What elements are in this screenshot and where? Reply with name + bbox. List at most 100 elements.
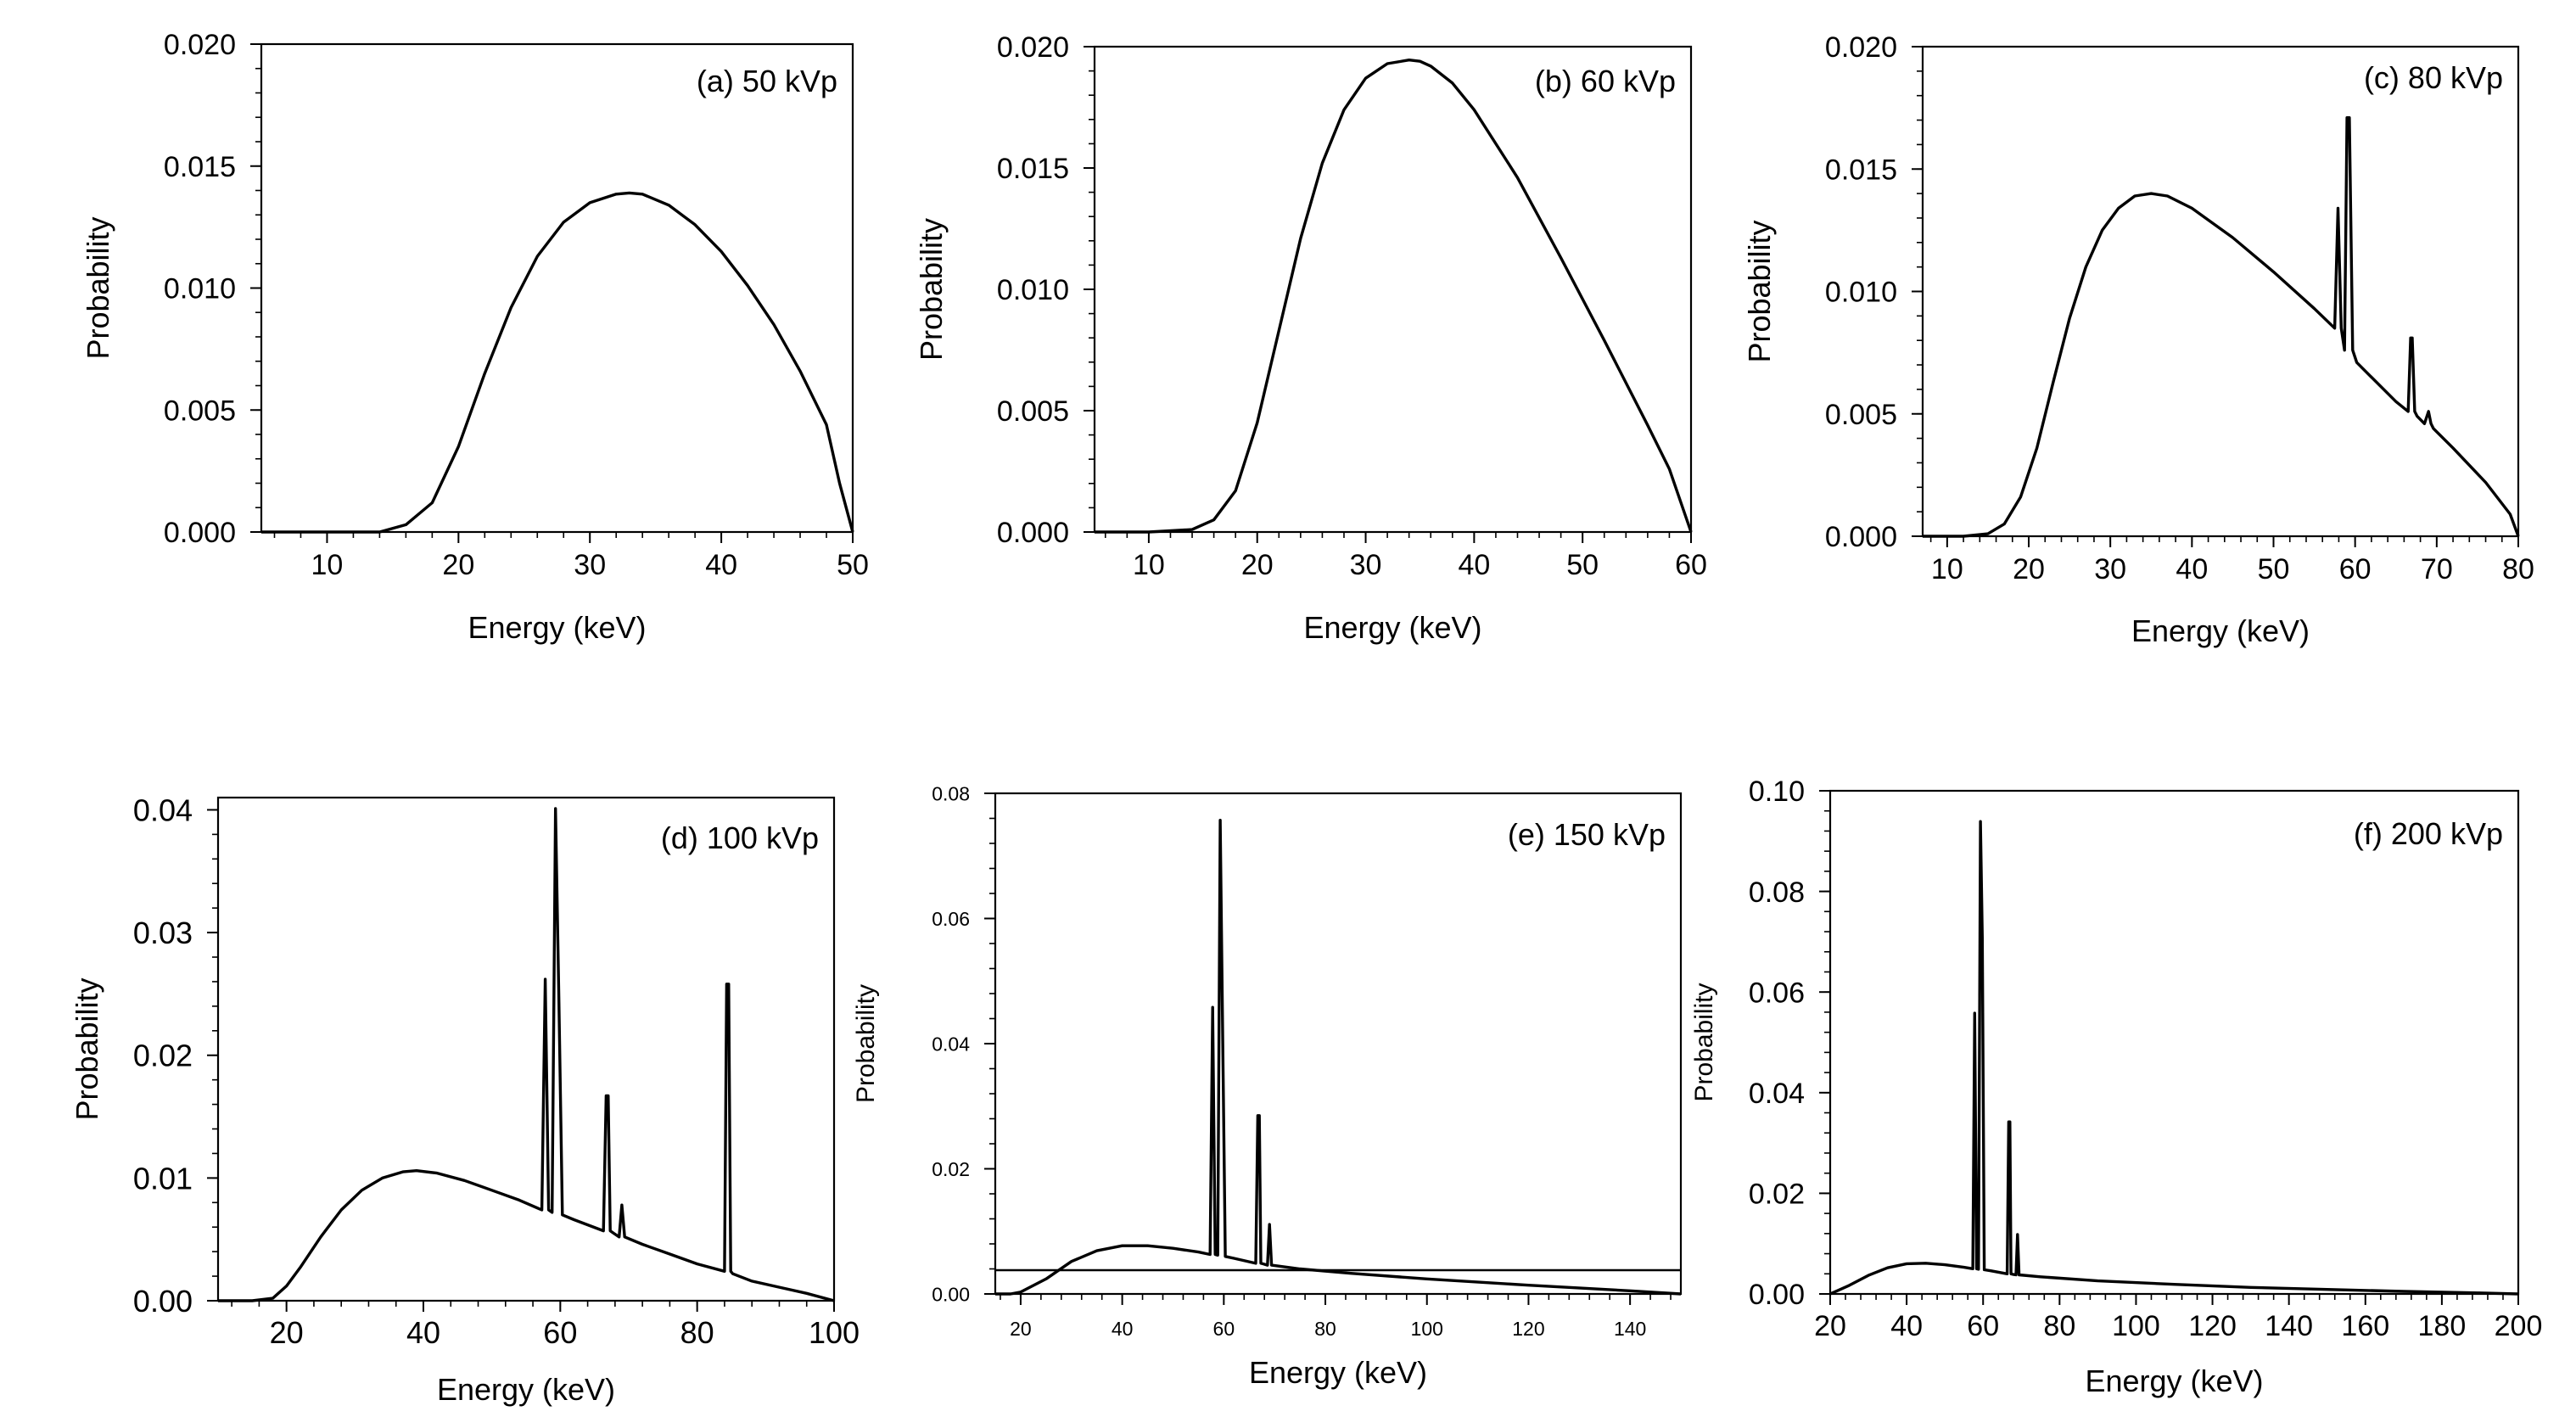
panel-b-x-tick-label: 20 (1241, 549, 1274, 581)
panel-c-x-tick-label: 70 (2421, 553, 2453, 585)
panel-b-y-tick-label: 0.020 (997, 31, 1069, 64)
panel-b-x-tick-label: 60 (1675, 549, 1707, 581)
panel-a-x-tick-label: 20 (442, 549, 474, 581)
panel-a-y-tick-label: 0.020 (164, 29, 236, 61)
panel-a-annotation: (a) 50 kVp (697, 64, 837, 98)
panel-e-y-tick-label: 0.08 (932, 782, 970, 804)
panel-e-y-tick-label: 0.02 (932, 1158, 970, 1180)
panel-c-y-tick-label: 0.005 (1825, 399, 1897, 431)
panel-c-annotation: (c) 80 kVp (2364, 60, 2503, 95)
panel-e-x-tick-label: 40 (1112, 1318, 1134, 1340)
panel-e-x-tick-label: 100 (1411, 1318, 1443, 1340)
panel-b-series-line-1 (1095, 59, 1693, 534)
panel-c-y-tick-label: 0.015 (1825, 154, 1897, 186)
panel-c-x-axis-label: Energy (keV) (2131, 613, 2310, 648)
panel-e-chart: 20 40 60 80 100 120 140 0.00 0.02 0.04 0.06 0.08 Ene… (852, 782, 1683, 1390)
panel-a-y-tick-label: 0.015 (164, 151, 236, 183)
panel-f-x-tick-label: 200 (2495, 1310, 2543, 1342)
panel-c-y-tick-label: 0.000 (1825, 521, 1897, 553)
panel-b-x-tick-label: 40 (1458, 549, 1490, 581)
panel-f-y-axis-label: Probability (1690, 983, 1718, 1101)
panel-f-y-tick-label: 0.04 (1749, 1078, 1805, 1110)
panel-c-chart: 10 20 30 40 50 60 70 80 0.000 0.005 0.010 0.015 0.02… (1742, 31, 2534, 648)
panel-b-x-axis-label: Energy (keV) (1303, 610, 1481, 645)
panel-d-y-tick-label: 0.01 (133, 1161, 193, 1196)
panel-d-y-axis-label: Probability (70, 977, 104, 1120)
panel-f-chart: 20 40 60 80 100 120 140 160 180 200 0.00 0.02 0.04 0.… (1690, 776, 2542, 1398)
panel-e-x-tick-label: 140 (1614, 1318, 1646, 1340)
panel-e-series-line-1 (995, 819, 1682, 1296)
panel-d-x-tick-label: 60 (543, 1315, 577, 1350)
panel-f-x-tick-label: 180 (2418, 1310, 2467, 1342)
panel-f-x-tick-label: 100 (2112, 1310, 2160, 1342)
panel-a-y-tick-label: 0.010 (164, 273, 236, 305)
panel-b-x-tick-label: 50 (1566, 549, 1599, 581)
panel-c-y-axis-label: Probability (1742, 220, 1777, 362)
panel-d-chart: 20 40 60 80 100 0.00 0.01 0.02 0.03 0.04 Energy (k… (70, 792, 860, 1407)
panel-c-series-line-1 (1923, 116, 2520, 538)
panel-e-x-tick-label: 20 (1010, 1318, 1032, 1340)
panel-d-x-tick-label: 100 (809, 1315, 860, 1350)
panel-c-x-tick-label: 50 (2258, 553, 2290, 585)
panel-a-x-tick-label: 40 (705, 549, 737, 581)
panel-e-y-tick-label: 0.00 (932, 1283, 970, 1305)
panel-d-y-tick-label: 0.02 (133, 1039, 193, 1073)
panel-b-y-tick-label: 0.015 (997, 153, 1069, 185)
panel-f-x-axis-label: Energy (keV) (2085, 1364, 2263, 1398)
panel-b-x-tick-label: 10 (1133, 549, 1165, 581)
panel-a-chart: 10 20 30 40 50 0.000 0.005 0.010 0.015 0.020 Energ… (81, 29, 869, 645)
panel-a-y-axis-label: Probability (81, 216, 115, 359)
panel-c-plot-frame (1921, 45, 2520, 538)
panel-b-y-tick-label: 0.005 (997, 395, 1069, 428)
panel-b-y-tick-label: 0.000 (997, 517, 1069, 549)
panel-c-x-tick-label: 80 (2502, 553, 2534, 585)
panel-b-annotation: (b) 60 kVp (1535, 64, 1676, 98)
panel-d-y-tick-label: 0.03 (133, 916, 193, 950)
panel-e-x-axis-label: Energy (keV) (1249, 1355, 1427, 1390)
panel-f-x-tick-label: 60 (1967, 1310, 1999, 1342)
panel-f-y-tick-label: 0.00 (1749, 1279, 1805, 1311)
panel-e-x-tick-label: 80 (1314, 1318, 1336, 1340)
panel-a-y-tick-label: 0.005 (164, 395, 236, 427)
panel-e-y-axis-label: Probability (852, 984, 880, 1103)
panel-b-y-tick-label: 0.010 (997, 274, 1069, 306)
panel-c-x-tick-label: 30 (2094, 553, 2126, 585)
panel-f-y-tick-label: 0.08 (1749, 876, 1805, 909)
panel-a-series-line-1 (261, 191, 854, 534)
panel-c-y-tick-label: 0.010 (1825, 277, 1897, 309)
panel-e-annotation: (e) 150 kVp (1508, 817, 1666, 852)
panel-e-y-tick-label: 0.06 (932, 908, 970, 930)
panel-f-y-tick-label: 0.02 (1749, 1179, 1805, 1211)
panel-c-x-tick-label: 20 (2013, 553, 2045, 585)
panel-f-series-line-1 (1829, 820, 2519, 1296)
panel-c-x-tick-label: 60 (2339, 553, 2372, 585)
panel-a-x-tick-label: 50 (837, 549, 869, 581)
panel-d-x-axis-label: Energy (keV) (437, 1372, 615, 1407)
panel-e-x-tick-label: 60 (1213, 1318, 1235, 1340)
panel-d-y-tick-label: 0.00 (133, 1284, 193, 1319)
panel-f-plot-frame (1828, 789, 2520, 1296)
panel-f-x-tick-label: 160 (2341, 1310, 2389, 1342)
panel-a-x-axis-label: Energy (keV) (468, 610, 646, 645)
panel-f-y-tick-label: 0.06 (1749, 977, 1805, 1009)
panel-d-x-tick-label: 20 (270, 1315, 304, 1350)
panel-f-y-tick-label: 0.10 (1749, 776, 1805, 808)
panel-c-x-tick-label: 40 (2176, 553, 2208, 585)
panel-d-x-tick-label: 80 (680, 1315, 714, 1350)
panel-f-x-tick-label: 20 (1814, 1310, 1846, 1342)
panel-d-series-line-1 (218, 807, 835, 1302)
panel-e-y-tick-label: 0.04 (932, 1033, 970, 1055)
panel-a-x-tick-label: 10 (311, 549, 344, 581)
panel-b-chart: 10 20 30 40 50 60 0.000 0.005 0.010 0.015 0.020 Ene… (914, 31, 1707, 645)
panel-d-annotation: (d) 100 kVp (661, 820, 819, 855)
panel-a-x-tick-label: 30 (574, 549, 606, 581)
panel-b-x-tick-label: 30 (1350, 549, 1382, 581)
panel-f-x-tick-label: 40 (1890, 1310, 1923, 1342)
panel-f-x-tick-label: 140 (2265, 1310, 2313, 1342)
panel-b-plot-frame (1093, 45, 1693, 534)
panel-e-x-tick-label: 120 (1512, 1318, 1544, 1340)
panel-c-x-tick-label: 10 (1931, 553, 1963, 585)
panel-e-plot-frame (994, 792, 1683, 1296)
panel-d-plot-frame (216, 796, 836, 1302)
